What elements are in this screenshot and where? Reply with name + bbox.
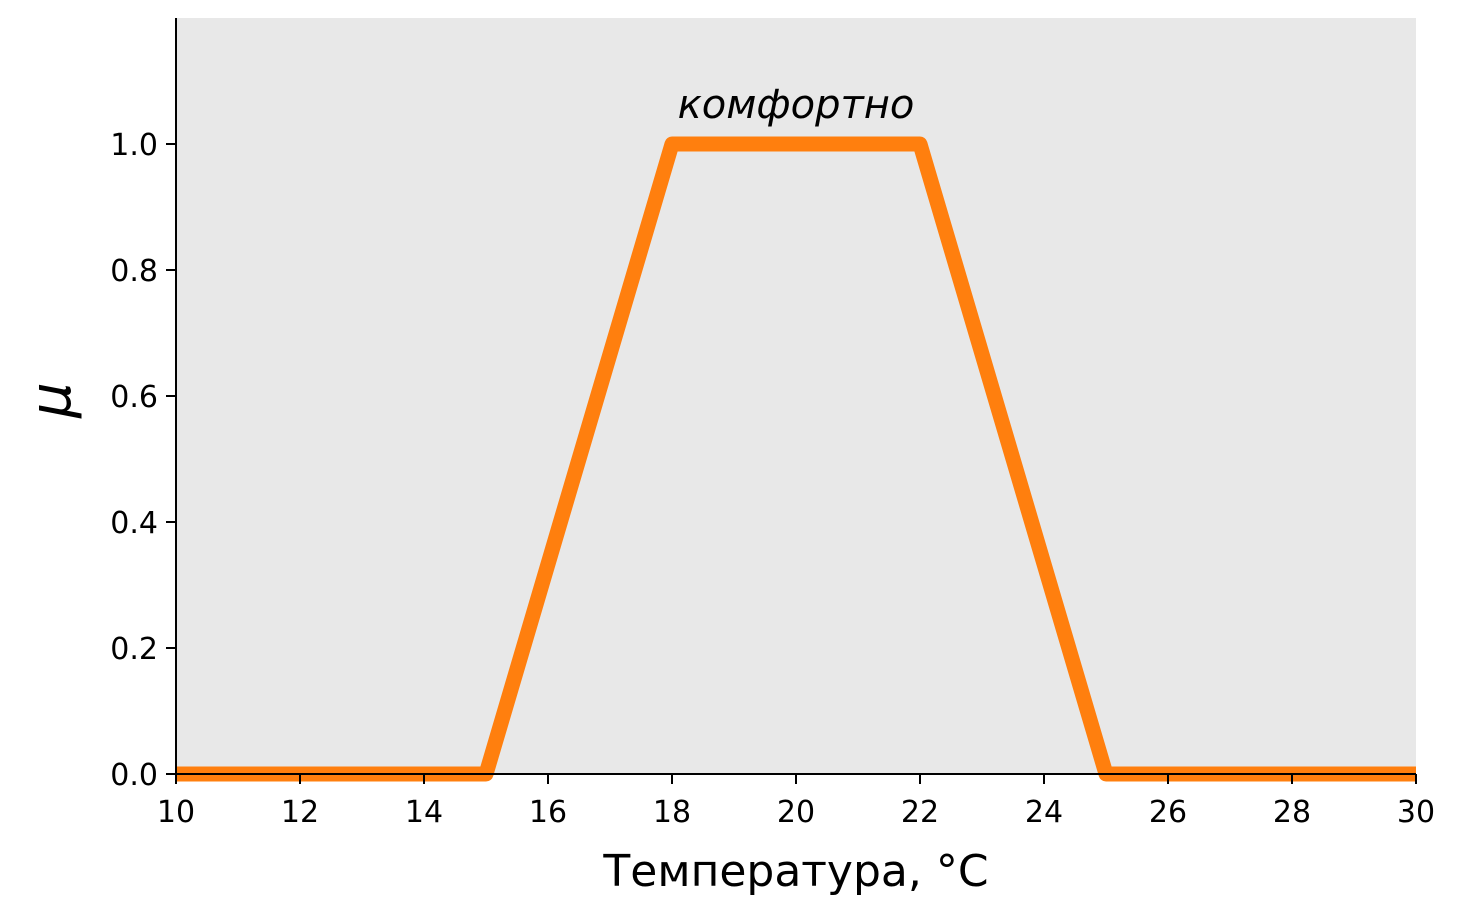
y-tick-label: 0.8 [110, 254, 158, 289]
y-tick-label: 0.6 [110, 380, 158, 415]
x-axis-label: Температура, °C [602, 846, 988, 897]
x-tick-label: 28 [1273, 795, 1311, 830]
x-tick-label: 24 [1025, 795, 1063, 830]
y-tick-label: 0.0 [110, 758, 158, 793]
x-tick-label: 16 [529, 795, 567, 830]
x-tick-label: 30 [1397, 795, 1435, 830]
y-tick-label: 0.2 [110, 632, 158, 667]
x-tick-label: 12 [281, 795, 319, 830]
y-tick-label: 0.4 [110, 506, 158, 541]
x-tick-label: 18 [653, 795, 691, 830]
plot-area-background [176, 18, 1416, 774]
x-tick-label: 20 [777, 795, 815, 830]
x-tick-label: 10 [157, 795, 195, 830]
x-tick-label: 14 [405, 795, 443, 830]
x-tick-label: 26 [1149, 795, 1187, 830]
y-tick-label: 1.0 [110, 128, 158, 163]
x-tick-label: 22 [901, 795, 939, 830]
annotation-label: комфортно [678, 82, 915, 128]
annotation-layer: комфортно [678, 82, 915, 128]
ticks-layer: 10 12 14 16 18 20 22 24 26 28 30 0.0 0.2 0.4 0.6 0.8 1.0 [110, 128, 1435, 830]
y-axis-label: μ [19, 382, 84, 419]
